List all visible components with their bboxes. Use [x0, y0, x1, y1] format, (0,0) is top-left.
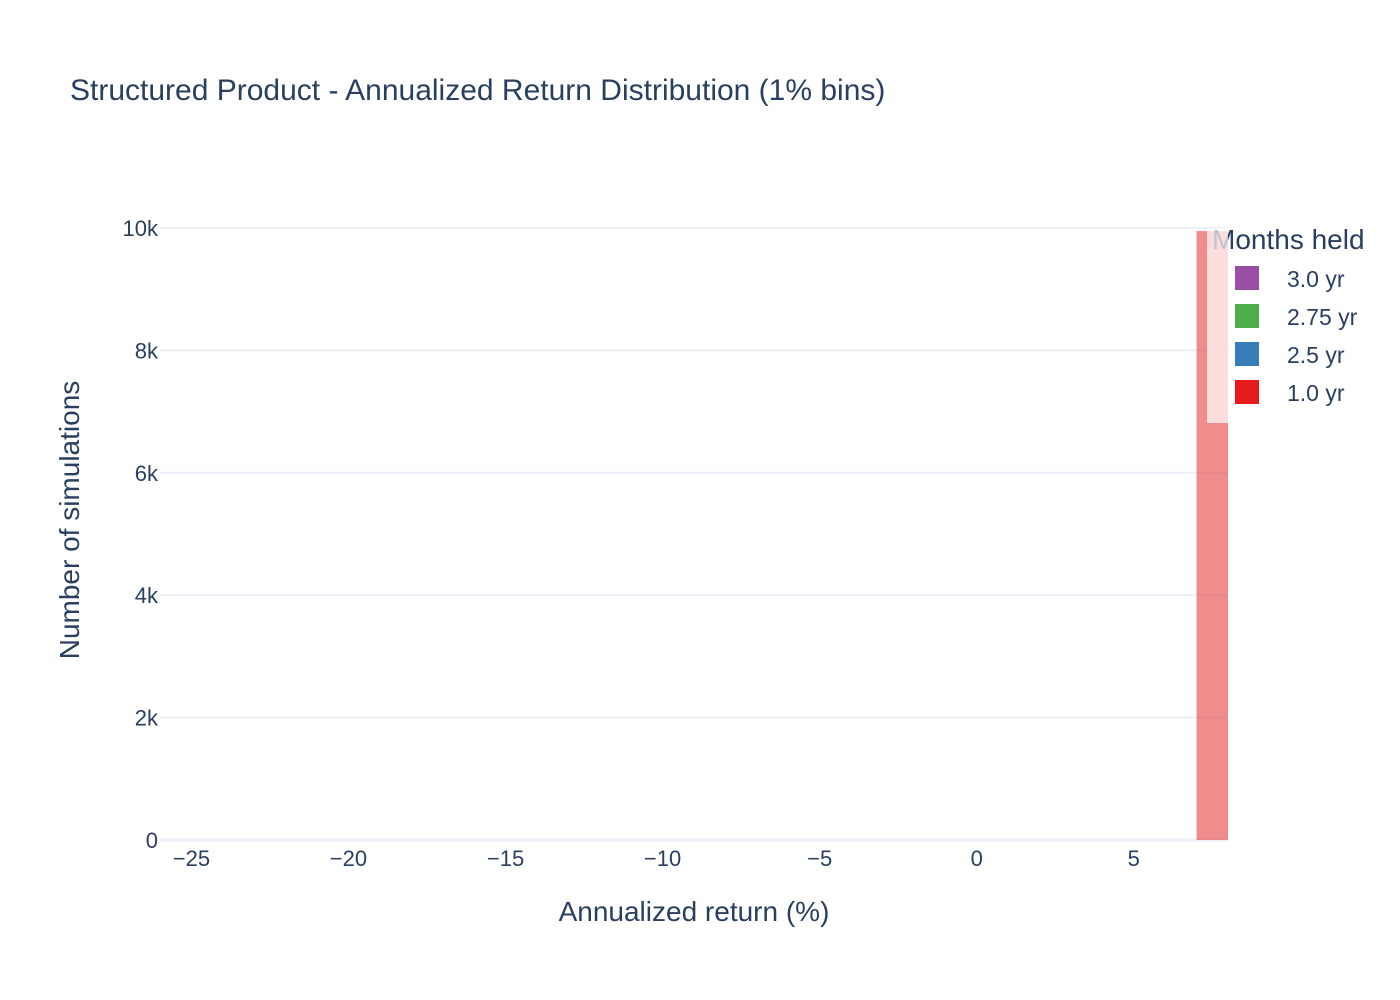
- legend-items: 3.0 yr 2.75 yr 2.5 yr 1.0 yr: [1207, 228, 1358, 423]
- y-axis-title: Number of simulations: [54, 381, 85, 660]
- x-tick-label: 5: [1128, 846, 1140, 871]
- y-tick-label: 0: [146, 828, 158, 853]
- x-axis-ticks: −25 −20 −15 −10 −5 0 5: [173, 846, 1140, 871]
- x-axis-title: Annualized return (%): [559, 896, 830, 927]
- legend-swatch[interactable]: [1235, 304, 1259, 328]
- legend-swatch[interactable]: [1235, 342, 1259, 366]
- y-tick-label: 8k: [135, 338, 159, 363]
- x-tick-label: 0: [971, 846, 983, 871]
- legend-title: Months held: [1212, 224, 1365, 255]
- legend: Months held 3.0 yr 2.75 yr 2.5 yr 1.0 yr: [1207, 224, 1365, 423]
- y-tick-label: 10k: [123, 216, 159, 241]
- x-tick-label: −20: [330, 846, 367, 871]
- y-tick-label: 2k: [135, 706, 159, 731]
- y-tick-label: 6k: [135, 461, 159, 486]
- legend-label[interactable]: 3.0 yr: [1287, 266, 1345, 292]
- y-tick-label: 4k: [135, 583, 159, 608]
- grid-layer: [160, 227, 1228, 842]
- legend-label[interactable]: 2.5 yr: [1287, 342, 1345, 368]
- y-axis-ticks: 0 2k 4k 6k 8k 10k: [123, 216, 159, 853]
- x-tick-label: −10: [644, 846, 681, 871]
- legend-label[interactable]: 2.75 yr: [1287, 304, 1358, 330]
- legend-label[interactable]: 1.0 yr: [1287, 380, 1345, 406]
- x-tick-label: −5: [807, 846, 832, 871]
- x-tick-label: −25: [173, 846, 210, 871]
- x-tick-label: −15: [487, 846, 524, 871]
- legend-swatch[interactable]: [1235, 380, 1259, 404]
- legend-swatch[interactable]: [1235, 266, 1259, 290]
- legend-background: [1207, 228, 1228, 423]
- chart-title: Structured Product - Annualized Return D…: [70, 74, 885, 107]
